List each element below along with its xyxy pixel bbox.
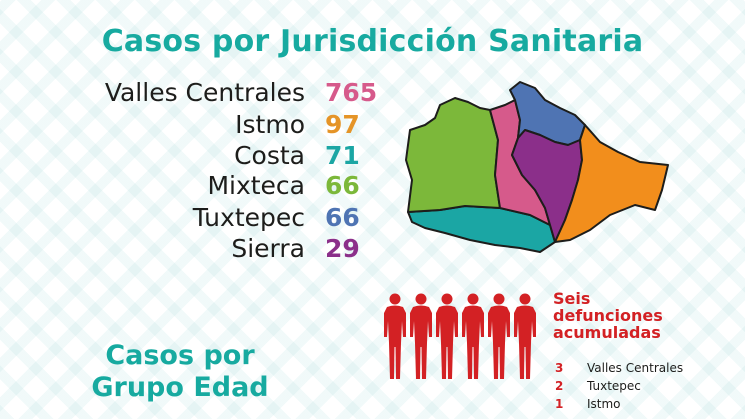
deaths-row-label: Tuxtepec [587, 379, 641, 393]
person-silhouette-icon [384, 293, 406, 379]
map-region-istmo [554, 124, 669, 243]
jurisdiction-value: 765 [325, 78, 378, 107]
age-group-title-line1: Casos por [105, 340, 255, 371]
list-item: Istmo 97 [0, 110, 745, 140]
map-region-mixteca [405, 97, 501, 213]
person-silhouette-icon [514, 293, 536, 379]
jurisdiction-name: Tuxtepec [192, 203, 305, 232]
jurisdiction-name: Istmo [235, 110, 305, 139]
deaths-row-label: Valles Centrales [587, 361, 684, 375]
age-group-title: Casos por Grupo Edad [75, 340, 285, 404]
person-silhouette-icon [488, 293, 510, 379]
jurisdiction-name: Valles Centrales [104, 78, 305, 107]
deaths-row-count: 2 [555, 379, 564, 393]
jurisdiction-value: 66 [325, 203, 360, 232]
oaxaca-map [405, 81, 669, 253]
deaths-row-label: Istmo [587, 397, 621, 411]
page-title: Casos por Jurisdicción Sanitaria [101, 24, 644, 59]
jurisdiction-value: 71 [325, 141, 360, 170]
jurisdiction-name: Mixteca [207, 171, 305, 200]
deaths-people-icons [384, 293, 536, 379]
deaths-title: Seis defunciones acumuladas [553, 290, 663, 341]
list-item: Mixteca 66 [0, 171, 745, 201]
deaths-title-line3: acumuladas [553, 323, 661, 342]
person-silhouette-icon [410, 293, 432, 379]
age-group-title-line2: Grupo Edad [91, 372, 269, 403]
person-silhouette-icon [436, 293, 458, 379]
jurisdiction-name: Sierra [231, 234, 305, 263]
list-item: Tuxtepec 66 [0, 203, 745, 233]
person-silhouette-icon [462, 293, 484, 379]
list-item: Costa 71 [0, 141, 745, 171]
list-item: Sierra 29 [0, 234, 745, 264]
deaths-title-line1: Seis [553, 289, 591, 308]
deaths-row-count: 1 [555, 397, 564, 411]
deaths-title-line2: defunciones [553, 306, 663, 325]
jurisdiction-name: Costa [234, 141, 305, 170]
list-item: Valles Centrales 765 [0, 78, 745, 108]
jurisdiction-value: 97 [325, 110, 360, 139]
jurisdiction-value: 66 [325, 171, 360, 200]
jurisdiction-value: 29 [325, 234, 360, 263]
deaths-row-count: 3 [555, 361, 564, 375]
